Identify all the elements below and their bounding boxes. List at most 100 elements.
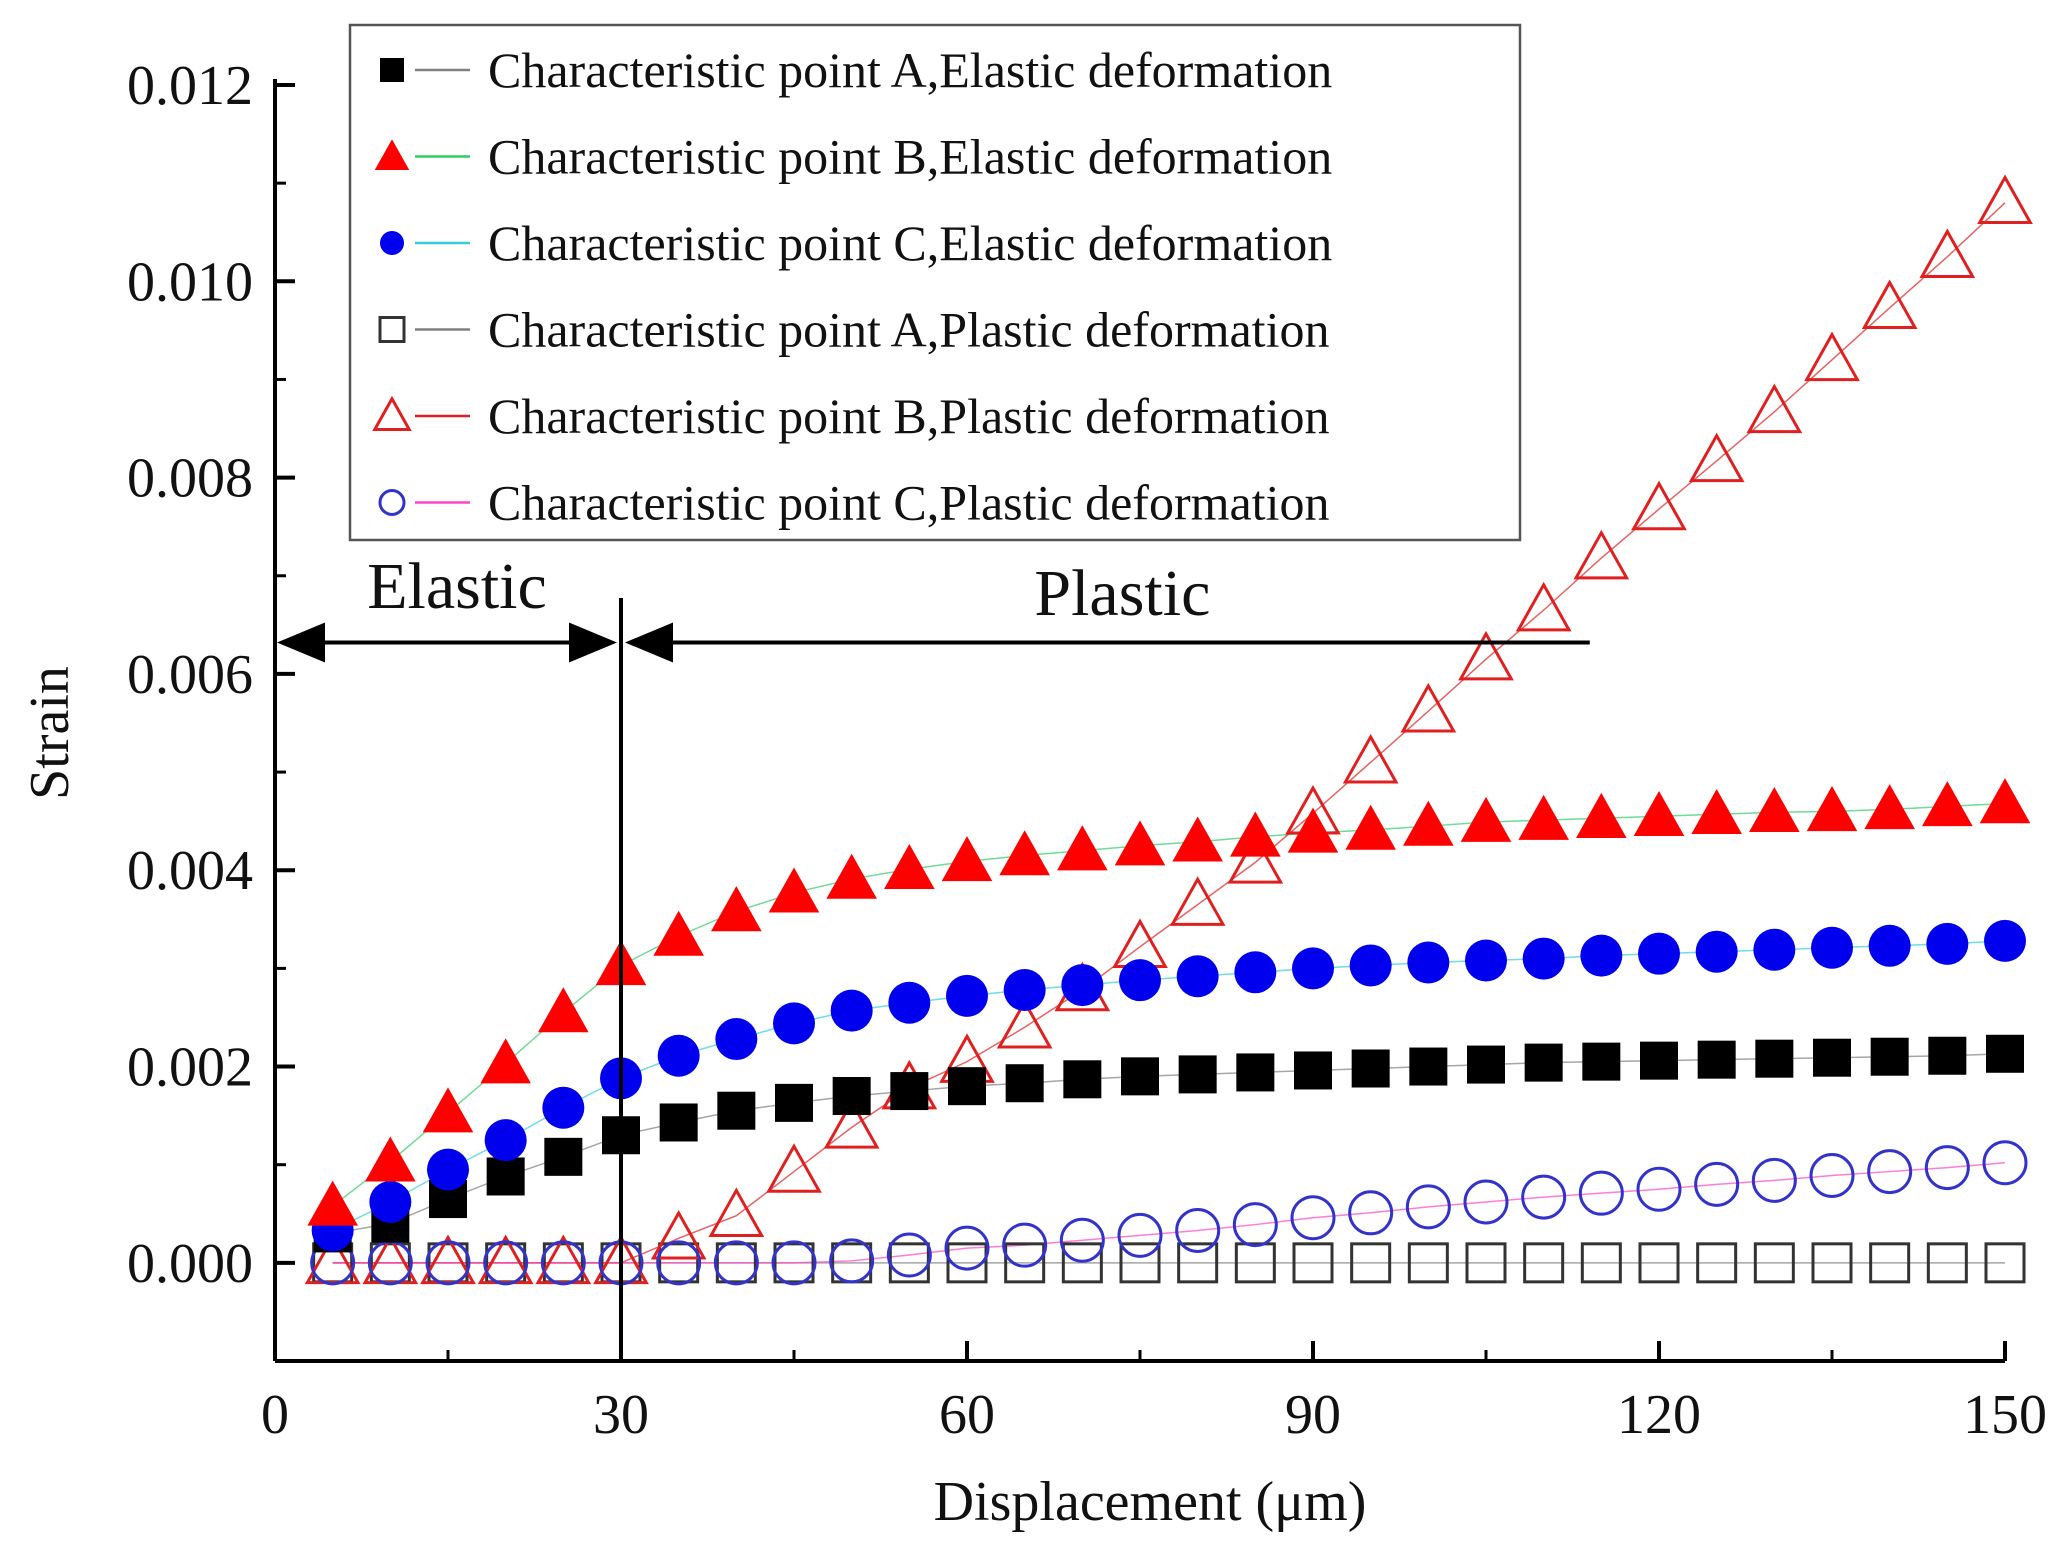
series-line xyxy=(332,1161,2006,1264)
data-point xyxy=(1400,682,1457,733)
data-point xyxy=(1230,811,1281,857)
legend-marker xyxy=(378,489,406,516)
data-point xyxy=(540,1240,586,1286)
data-point xyxy=(1463,1179,1509,1225)
data-point xyxy=(1753,928,1796,971)
data-point xyxy=(427,1148,469,1191)
data-point xyxy=(1697,1040,1736,1079)
data-point xyxy=(946,1242,988,1284)
data-point xyxy=(650,1209,707,1260)
data-point xyxy=(1691,788,1742,835)
y-tick-label: 0.008 xyxy=(127,448,253,510)
data-point xyxy=(826,853,877,899)
data-point xyxy=(1580,934,1623,977)
data-point xyxy=(775,1083,813,1122)
data-point xyxy=(1172,816,1223,862)
elastic-label: Elastic xyxy=(367,550,547,623)
data-point xyxy=(1177,1242,1219,1284)
data-point xyxy=(715,1018,758,1061)
data-point xyxy=(1638,1242,1680,1284)
data-point xyxy=(1861,279,1918,330)
data-point xyxy=(1232,1202,1278,1248)
data-point xyxy=(1753,1242,1795,1284)
data-point xyxy=(1631,480,1687,531)
legend-marker xyxy=(380,231,404,255)
data-point xyxy=(1002,1222,1048,1268)
data-point xyxy=(422,1087,474,1133)
data-point xyxy=(653,910,704,956)
data-point xyxy=(1580,1242,1622,1284)
data-point xyxy=(1176,955,1219,998)
data-point xyxy=(1227,834,1284,884)
data-point xyxy=(717,1091,756,1130)
data-point xyxy=(1868,924,1911,967)
x-tick-label: 90 xyxy=(1285,1384,1341,1446)
data-point xyxy=(1175,1207,1221,1253)
data-point xyxy=(1804,331,1860,382)
legend-label: Characteristic point C,Plastic deformati… xyxy=(488,475,1329,531)
legend-label: Characteristic point C,Elastic deformati… xyxy=(488,215,1332,271)
data-point xyxy=(1350,1242,1392,1284)
data-point xyxy=(1518,794,1569,840)
legend-entry: Characteristic point C,Elastic deformati… xyxy=(380,215,1332,271)
plastic-arrow-head xyxy=(625,622,673,663)
data-point xyxy=(1121,1057,1159,1096)
plastic-label: Plastic xyxy=(1034,557,1210,630)
data-point xyxy=(1926,922,1969,965)
legend-box xyxy=(348,23,1522,542)
x-tick-label: 0 xyxy=(261,1384,289,1446)
region-annotations: Elastic Plastic xyxy=(277,550,1590,1361)
data-point xyxy=(1809,1152,1855,1198)
data-point xyxy=(1292,1242,1334,1284)
data-point xyxy=(483,1240,529,1286)
data-point xyxy=(1061,964,1104,1007)
x-tick-label: 30 xyxy=(593,1384,649,1446)
data-point xyxy=(823,1099,880,1149)
data-point xyxy=(480,1038,531,1084)
legend-marker xyxy=(378,316,406,343)
y-tick-label: 0.006 xyxy=(127,644,253,706)
data-point xyxy=(1688,432,1745,483)
data-point xyxy=(1004,1242,1046,1284)
y-tick-label: 0.012 xyxy=(127,55,253,117)
data-point xyxy=(1573,529,1630,580)
data-point xyxy=(946,974,988,1017)
data-point xyxy=(369,1180,412,1223)
data-point xyxy=(890,1072,929,1111)
data-point xyxy=(1407,941,1450,984)
legend-label: Characteristic point A,Elastic deformati… xyxy=(488,42,1332,98)
data-point xyxy=(1522,937,1565,980)
data-point xyxy=(1864,784,1915,830)
data-point xyxy=(656,1240,702,1286)
data-point xyxy=(1695,930,1738,973)
data-point xyxy=(1515,581,1572,632)
data-point xyxy=(886,1232,932,1278)
x-axis-title: Displacement (μm) xyxy=(934,1471,1367,1533)
data-point xyxy=(1984,1242,2026,1284)
data-point xyxy=(1928,1036,1967,1075)
data-point xyxy=(708,1187,765,1237)
data-point xyxy=(766,1143,822,1193)
data-point xyxy=(1926,1242,1968,1284)
series-line xyxy=(332,802,2006,1207)
data-point xyxy=(1576,792,1627,838)
data-point xyxy=(1059,1217,1105,1263)
data-point xyxy=(1292,947,1334,990)
data-point xyxy=(1984,919,2026,962)
data-point xyxy=(996,998,1053,1049)
legend-marker xyxy=(374,139,410,170)
data-point xyxy=(1236,1053,1275,1092)
data-point xyxy=(544,1137,583,1176)
data-point xyxy=(307,1180,358,1226)
data-point xyxy=(1979,778,2031,824)
data-point xyxy=(1117,1212,1163,1258)
data-point xyxy=(1169,876,1226,926)
data-point xyxy=(1063,1060,1102,1099)
data-point xyxy=(1178,1055,1217,1094)
y-axis-title: Strain xyxy=(19,666,81,800)
legend-marker xyxy=(372,395,412,431)
data-point xyxy=(1465,939,1507,982)
data-point xyxy=(1287,807,1339,853)
legend-entry: Characteristic point B,Elastic deformati… xyxy=(374,129,1332,185)
